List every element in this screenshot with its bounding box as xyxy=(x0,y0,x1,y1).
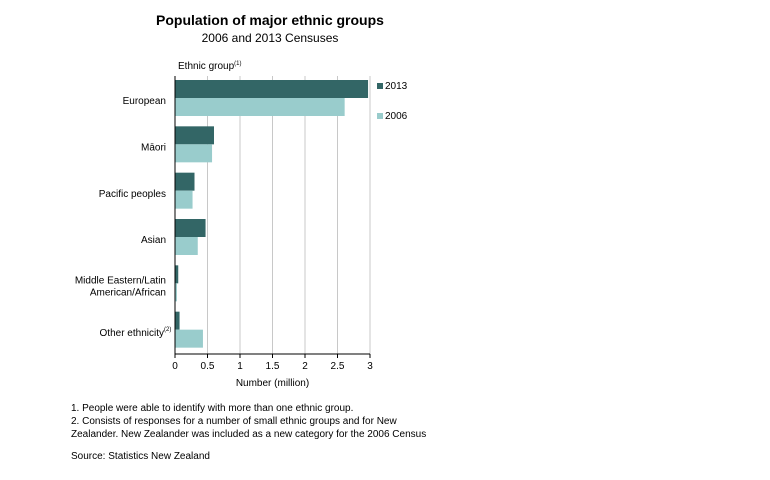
x-tick-label: 2 xyxy=(302,361,308,372)
category-label: Māori xyxy=(141,143,166,154)
y-axis-title: Ethnic group(1) xyxy=(178,61,242,72)
category-label-line: Asian xyxy=(141,235,166,246)
footnotes: 1. People were able to identify with mor… xyxy=(71,402,471,441)
category-label-line: Pacific peoples xyxy=(99,189,166,200)
source-note: Source: Statistics New Zealand xyxy=(71,451,210,462)
x-tick-label: 1.5 xyxy=(266,361,280,372)
bar-2006 xyxy=(175,329,203,348)
category-label: Pacific peoples xyxy=(99,189,166,200)
chart-title: Population of major ethnic groups xyxy=(156,12,384,28)
footnote-2-continued: Zealander. New Zealander was included as… xyxy=(71,429,427,440)
x-tick-label: 0 xyxy=(172,361,178,372)
bar-2006 xyxy=(175,98,345,116)
y-axis-title-superscript: (1) xyxy=(234,61,241,67)
category-label-line: Māori xyxy=(141,143,166,154)
category-label: Asian xyxy=(141,235,166,246)
legend-swatch-2006 xyxy=(377,113,383,119)
bar-2013 xyxy=(175,172,195,191)
bar-2013 xyxy=(175,311,180,330)
bar-2006 xyxy=(175,283,177,302)
footnote-2: 2. Consists of responses for a number of… xyxy=(71,416,397,427)
category-label-superscript: (2) xyxy=(164,327,171,333)
x-tick-label: 2.5 xyxy=(331,361,345,372)
bar-2013 xyxy=(175,126,214,145)
x-axis-title: Number (million) xyxy=(236,378,309,389)
footnote-1: 1. People were able to identify with mor… xyxy=(71,403,354,414)
bar-chart: 0 0.5 1 1.5 2 2.5 3 Number (million) Ethnic grou… xyxy=(75,61,408,389)
bar-2006 xyxy=(175,190,193,209)
bar-2013 xyxy=(175,219,206,237)
category-label-line: Middle Eastern/Latin xyxy=(75,276,166,287)
chart-subtitle: 2006 and 2013 Censuses xyxy=(201,31,339,45)
category-label-line: American/African xyxy=(90,288,166,299)
x-tick-label: 1 xyxy=(237,361,243,372)
legend-label-2013: 2013 xyxy=(385,81,408,92)
bar-2006 xyxy=(175,237,198,255)
bar-2013 xyxy=(175,265,179,284)
x-tick-label: 3 xyxy=(367,361,373,372)
legend-label-2006: 2006 xyxy=(385,111,408,122)
category-label-line: European xyxy=(123,96,166,107)
category-label-line: Other ethnicity xyxy=(100,328,164,339)
bar-2006 xyxy=(175,144,213,163)
category-label: Middle Eastern/Latin American/African xyxy=(75,276,166,299)
x-tick-label: 0.5 xyxy=(201,361,215,372)
legend-swatch-2013 xyxy=(377,83,383,89)
bar-2013 xyxy=(175,80,369,98)
category-label: Other ethnicity xyxy=(100,328,164,339)
category-label: European xyxy=(123,96,166,107)
